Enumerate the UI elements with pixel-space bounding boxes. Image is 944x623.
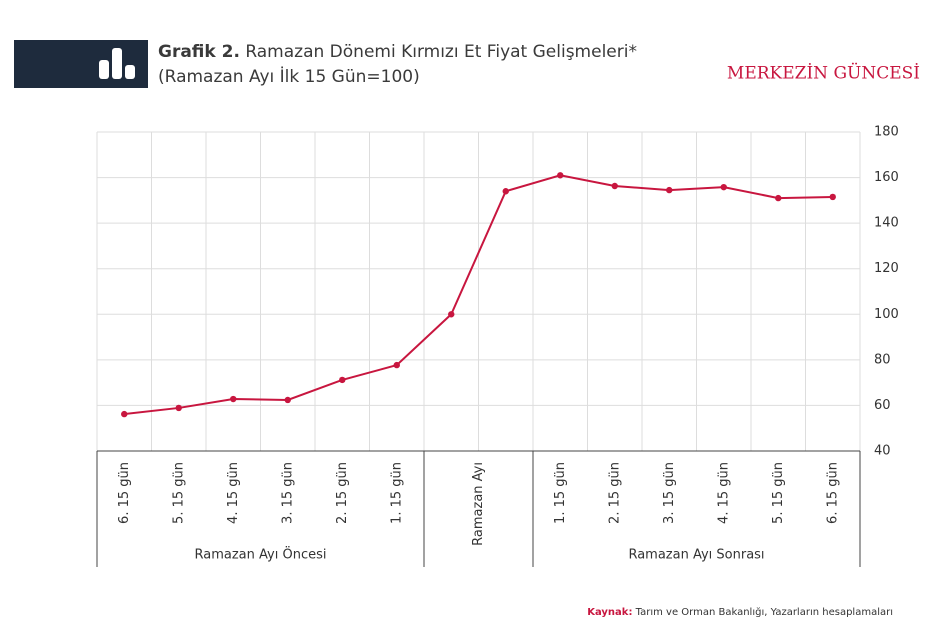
point bbox=[393, 361, 400, 369]
point bbox=[775, 194, 782, 202]
group-label: Ramazan Ayı Sonrası bbox=[628, 548, 764, 563]
x-tick-label: 2. 15 gün bbox=[335, 462, 350, 524]
x-tick-label: 3. 15 gün bbox=[280, 462, 295, 524]
point bbox=[230, 395, 237, 403]
point bbox=[666, 186, 673, 194]
source: Kaynak: Tarım ve Orman Bakanlığı, Yazarl… bbox=[587, 606, 893, 618]
x-tick-label: 5. 15 gün bbox=[771, 462, 786, 524]
point bbox=[720, 183, 727, 191]
chart-subtitle: (Ramazan Ayı İlk 15 Gün=100) bbox=[158, 66, 420, 87]
x-tick-label: 6. 15 gün bbox=[117, 462, 132, 524]
series-line bbox=[124, 174, 833, 416]
header-icon bbox=[99, 48, 135, 79]
chart-title: Grafik 2. Ramazan Dönemi Kırmızı Et Fiya… bbox=[158, 42, 637, 62]
point bbox=[448, 311, 455, 318]
point bbox=[829, 193, 836, 201]
y-tick-label: 60 bbox=[874, 398, 891, 413]
title-text: Ramazan Dönemi Kırmızı Et Fiyat Gelişmel… bbox=[245, 42, 637, 62]
source-text: Tarım ve Orman Bakanlığı, Yazarların hes… bbox=[635, 606, 893, 618]
source-label: Kaynak: bbox=[587, 607, 632, 618]
point bbox=[284, 396, 291, 404]
point bbox=[121, 410, 128, 418]
y-tick-label: 80 bbox=[874, 352, 891, 367]
y-tick-label: 100 bbox=[874, 307, 899, 322]
point bbox=[611, 182, 618, 190]
brand: MERKEZİN GÜNCESİ bbox=[727, 63, 920, 84]
header-box bbox=[14, 40, 148, 88]
point bbox=[175, 404, 182, 412]
point bbox=[502, 188, 509, 195]
y-tick-label: 120 bbox=[874, 261, 899, 276]
x-tick-label: 2. 15 gün bbox=[607, 462, 622, 524]
x-tick-label: 3. 15 gün bbox=[662, 462, 677, 524]
x-tick-label: 4. 15 gün bbox=[716, 462, 731, 524]
y-tick-label: 160 bbox=[874, 170, 899, 185]
group-label: Ramazan Ayı Öncesi bbox=[195, 546, 327, 563]
title-bold: Grafik 2. bbox=[158, 42, 240, 62]
x-tick-label: 4. 15 gün bbox=[226, 462, 241, 524]
x-tick-label: 1. 15 gün bbox=[553, 462, 568, 524]
y-tick-label: 140 bbox=[874, 216, 899, 231]
x-tick-label: 1. 15 gün bbox=[389, 462, 404, 524]
x-tick-label: 6. 15 gün bbox=[825, 462, 840, 524]
point bbox=[339, 376, 346, 384]
group-label: Ramazan Ayı bbox=[471, 462, 486, 546]
point bbox=[557, 172, 564, 179]
y-tick-label: 180 bbox=[874, 125, 899, 140]
y-tick-label: 40 bbox=[874, 444, 891, 459]
x-tick-label: 5. 15 gün bbox=[171, 462, 186, 524]
